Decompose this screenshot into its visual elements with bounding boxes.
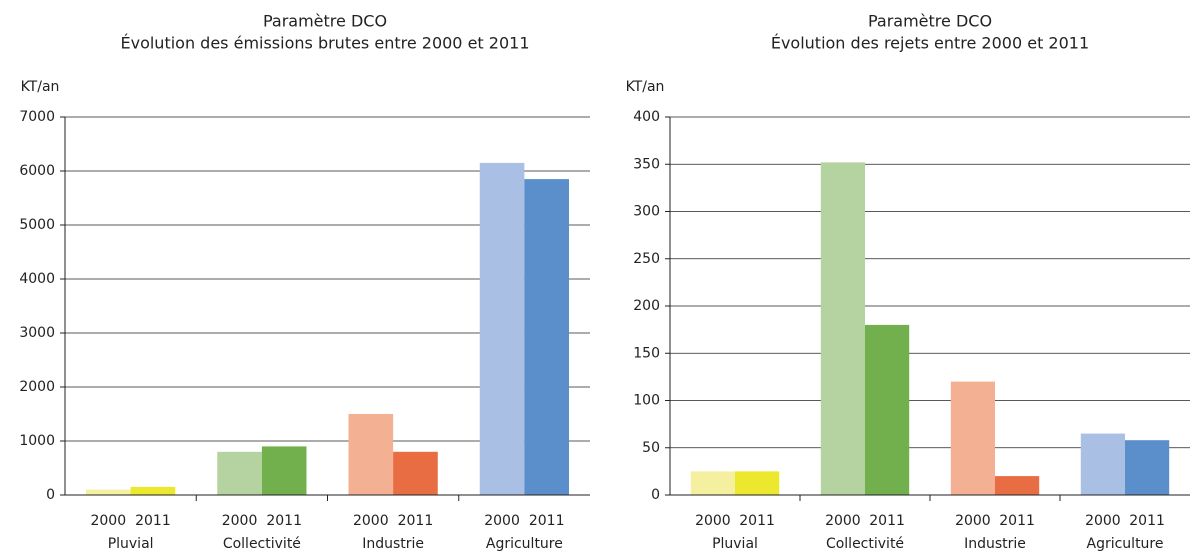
x-tick-label: Industrie	[362, 536, 424, 552]
bar	[86, 489, 131, 495]
bar	[217, 451, 262, 495]
x-sub-label: 2011	[1129, 513, 1165, 529]
x-tick-label: Collectivité	[826, 536, 904, 552]
x-sub-label: 2000	[1085, 513, 1121, 529]
x-sub-label: 2011	[266, 513, 302, 529]
bar	[479, 162, 525, 495]
y-tick-label: 300	[633, 204, 660, 220]
bar	[348, 414, 394, 495]
y-tick-label: 50	[642, 440, 660, 456]
x-tick-label: Pluvial	[108, 536, 154, 552]
y-axis-label: KT/an	[626, 79, 665, 95]
y-axis-label: KT/an	[21, 79, 60, 95]
bar	[820, 162, 865, 496]
x-sub-label: 2000	[955, 513, 991, 529]
x-sub-label: 2011	[135, 513, 171, 529]
x-sub-label: 2000	[90, 513, 126, 529]
x-sub-label: 2011	[398, 513, 434, 529]
bar	[393, 451, 438, 495]
x-sub-label: 2011	[739, 513, 775, 529]
y-tick-label: 3000	[19, 325, 55, 341]
y-tick-label: 250	[633, 251, 660, 267]
y-tick-label: 100	[633, 393, 660, 409]
chart-title: Paramètre DCO	[868, 12, 992, 31]
bar	[690, 471, 735, 495]
y-tick-label: 5000	[19, 217, 55, 233]
bar	[995, 476, 1040, 495]
y-tick-label: 1000	[19, 433, 55, 449]
y-tick-label: 6000	[19, 163, 55, 179]
y-tick-label: 150	[633, 345, 660, 361]
x-sub-label: 2000	[353, 513, 389, 529]
x-tick-label: Industrie	[964, 536, 1026, 552]
x-sub-label: 2011	[529, 513, 565, 529]
bar	[1080, 433, 1125, 495]
bar	[130, 486, 176, 495]
y-tick-label: 7000	[19, 109, 55, 125]
y-tick-label: 0	[46, 487, 55, 503]
bar	[524, 179, 569, 495]
x-sub-label: 2011	[999, 513, 1035, 529]
y-tick-label: 0	[651, 487, 660, 503]
x-tick-label: Agriculture	[1087, 536, 1164, 552]
bar	[1125, 440, 1170, 495]
bar	[735, 471, 780, 495]
x-sub-label: 2000	[222, 513, 258, 529]
x-sub-label: 2011	[869, 513, 905, 529]
y-tick-label: 200	[633, 298, 660, 314]
bar	[950, 381, 995, 495]
x-tick-label: Agriculture	[486, 536, 563, 552]
bar	[261, 446, 307, 495]
x-tick-label: Collectivité	[223, 536, 301, 552]
bar	[865, 324, 910, 495]
chart-title: Évolution des émissions brutes entre 200…	[120, 34, 529, 53]
chart-title: Évolution des rejets entre 2000 et 2011	[771, 34, 1089, 53]
y-tick-label: 4000	[19, 271, 55, 287]
chart-title: Paramètre DCO	[263, 12, 387, 31]
x-sub-label: 2000	[695, 513, 731, 529]
x-sub-label: 2000	[484, 513, 520, 529]
y-tick-label: 2000	[19, 379, 55, 395]
y-tick-label: 350	[633, 156, 660, 172]
x-tick-label: Pluvial	[712, 536, 758, 552]
x-sub-label: 2000	[825, 513, 861, 529]
y-tick-label: 400	[633, 109, 660, 125]
